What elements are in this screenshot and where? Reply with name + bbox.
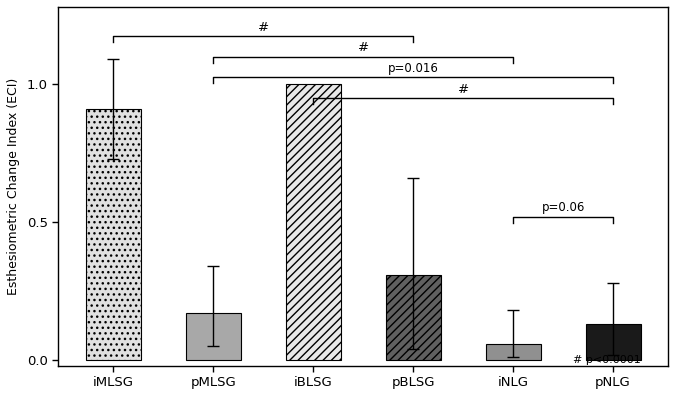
Bar	[586, 324, 641, 360]
Text: p=0.016: p=0.016	[387, 62, 439, 75]
Y-axis label: Esthesiometric Change Index (ECI): Esthesiometric Change Index (ECI)	[7, 78, 20, 295]
Bar	[286, 84, 341, 360]
Text: #: #	[358, 42, 369, 54]
Text: #: #	[258, 21, 269, 34]
Bar	[186, 313, 241, 360]
Text: #: #	[458, 83, 468, 96]
Text: # p<0.0001: # p<0.0001	[573, 355, 641, 365]
Bar	[485, 344, 541, 360]
Bar	[86, 109, 141, 360]
Text: p=0.06: p=0.06	[541, 202, 585, 215]
Bar	[385, 274, 441, 360]
